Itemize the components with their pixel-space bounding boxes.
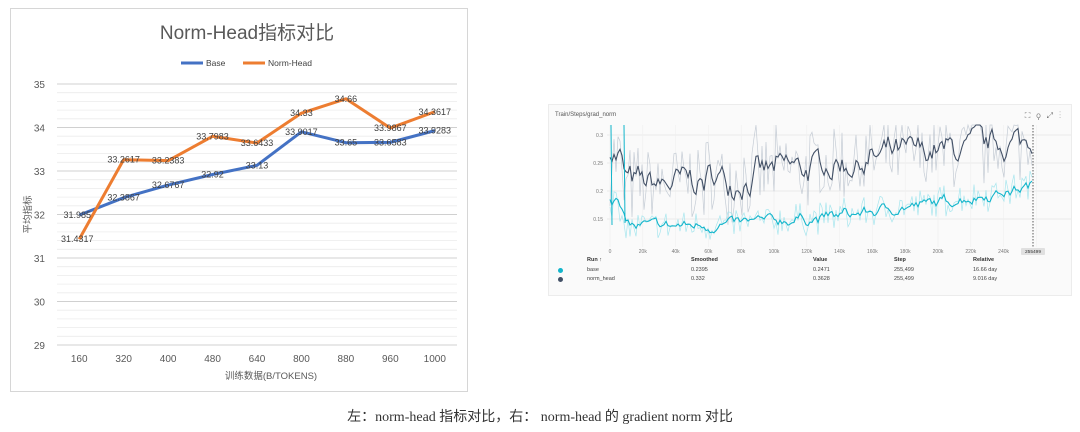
x-tick-label: 240k <box>998 249 1009 255</box>
x-tick-label: 880 <box>338 354 355 365</box>
header-run[interactable]: Run ↑ <box>587 257 602 263</box>
base-raw-line <box>609 170 1033 240</box>
x-tick-label: 100k <box>769 249 780 255</box>
base-initial-spike <box>623 124 626 224</box>
norm-head-comparison-chart: Norm-Head指标对比 Base Norm-Head 29 30 31 32 33 34 35… <box>10 8 468 392</box>
y-tick-label: 31 <box>34 254 46 265</box>
x-tick-label: 480 <box>204 354 221 365</box>
data-label: 33.2617 <box>107 155 140 165</box>
grad-norm-chart-svg: 0.15 0.2 0.25 0.3 0 20k 40k 60k 80k 100k 120k 140k 1… <box>593 123 1071 255</box>
x-tick-label: 0 <box>609 249 612 255</box>
x-tick-label: 160 <box>71 354 88 365</box>
legend-item-norm-head: Norm-Head <box>243 58 312 68</box>
panel-toolbar: ⛶⚲⤢⋮ <box>1025 111 1067 121</box>
data-label: 33.65 <box>335 138 358 148</box>
y-tick-label: 34 <box>34 124 46 135</box>
run-step: 255,499 <box>894 267 914 273</box>
x-tick-label: 640 <box>249 354 266 365</box>
series-line-base <box>78 129 436 217</box>
run-smoothed: 0.332 <box>691 276 705 282</box>
run-relative: 9.016 day <box>973 276 998 282</box>
y-tick-label: 0.3 <box>596 133 603 139</box>
header-smoothed: Smoothed <box>691 257 718 263</box>
data-label: 34.66 <box>335 94 358 104</box>
x-tick-label: 320 <box>115 354 132 365</box>
left-chart-svg: Norm-Head指标对比 Base Norm-Head 29 30 31 32 33 34 35… <box>22 22 457 382</box>
x-tick-label: 40k <box>672 249 681 255</box>
x-tick-label: 180k <box>900 249 911 255</box>
y-tick-label: 30 <box>34 298 46 309</box>
cursor-step-label: 255499 <box>1025 249 1041 255</box>
data-label: 33.13 <box>246 160 269 170</box>
run-relative: 16.66 day <box>973 267 998 273</box>
data-label: 32.92 <box>201 169 224 179</box>
x-tick-label: 800 <box>293 354 310 365</box>
data-label: 33.7983 <box>196 131 229 141</box>
data-label: 33.9867 <box>374 123 407 133</box>
run-name: norm_head <box>587 276 615 282</box>
y-tick-label: 0.25 <box>593 161 603 167</box>
header-step: Step <box>894 257 906 263</box>
grad-norm-panel-title: Train/Steps/grad_norm <box>555 112 617 118</box>
x-tick-label: 140k <box>834 249 845 255</box>
x-tick-label: 1000 <box>424 354 447 365</box>
data-label: 33.6433 <box>241 138 274 148</box>
pin-icon[interactable]: ⚲ <box>1036 111 1047 120</box>
x-tick-label: 220k <box>965 249 976 255</box>
data-label: 31.4317 <box>61 234 94 244</box>
data-label: 34.33 <box>290 108 313 118</box>
series-line-norm-head <box>77 97 436 240</box>
legend-label: Base <box>206 58 226 68</box>
x-tick-label: 120k <box>801 249 812 255</box>
data-label: 33.9283 <box>419 126 452 136</box>
data-label: 32.6767 <box>152 180 185 190</box>
run-smoothed: 0.2395 <box>691 267 708 273</box>
x-tick-label: 80k <box>737 249 746 255</box>
run-step: 255,499 <box>894 276 914 282</box>
fullscreen-icon[interactable]: ⛶ <box>1024 111 1037 120</box>
norm-head-raw-line <box>609 123 1033 225</box>
run-name: base <box>587 267 599 273</box>
legend-item-base: Base <box>181 58 226 68</box>
data-label: 34.3617 <box>419 107 452 117</box>
more-options-icon[interactable]: ⋮ <box>1059 111 1067 120</box>
x-tick-label: 200k <box>933 249 944 255</box>
fit-domain-icon[interactable]: ⤢ <box>1046 111 1059 120</box>
y-tick-label: 35 <box>34 80 46 91</box>
x-tick-label: 160k <box>867 249 878 255</box>
grad-norm-panel: Train/Steps/grad_norm ⛶⚲⤢⋮ 0.15 0.2 0.25 0.… <box>548 104 1072 296</box>
run-color-dot <box>558 277 563 282</box>
y-tick-label: 33 <box>34 167 46 178</box>
y-tick-label: 32 <box>34 211 46 222</box>
table-row: base 0.2395 0.2471 255,499 16.66 day <box>549 267 1073 276</box>
base-initial-spike <box>610 124 613 226</box>
chart-title: Norm-Head指标对比 <box>160 22 334 44</box>
data-label: 33.2383 <box>152 156 185 166</box>
header-relative: Relative <box>973 257 995 263</box>
x-tick-label: 960 <box>382 354 399 365</box>
data-label: 33.9017 <box>285 127 318 137</box>
data-label: 31.985 <box>63 210 91 220</box>
y-tick-label: 0.2 <box>596 189 603 195</box>
cursor-label-bg <box>1021 248 1045 255</box>
x-tick-label: 20k <box>639 249 648 255</box>
norm-head-smoothed-line <box>609 124 1033 202</box>
x-axis-label: 训练数据(B/TOKENS) <box>225 370 317 382</box>
data-label: 32.3867 <box>107 193 140 203</box>
x-tick-label: 60k <box>704 249 713 255</box>
data-label: 33.6583 <box>374 137 407 147</box>
figure-caption: 左：norm-head 指标对比，右： norm-head 的 gradient… <box>347 410 733 425</box>
run-table-header: Run ↑ Smoothed Value Step Relative <box>549 257 1073 266</box>
run-color-dot <box>558 268 563 273</box>
base-smoothed-line <box>609 180 1033 234</box>
y-tick-label: 0.15 <box>593 217 603 223</box>
y-axis-label: 平均指标 <box>22 195 34 234</box>
run-value: 0.2471 <box>813 267 830 273</box>
x-tick-label: 400 <box>160 354 177 365</box>
header-value: Value <box>813 257 828 263</box>
table-row: norm_head 0.332 0.3628 255,499 9.016 day <box>549 276 1073 285</box>
legend-label: Norm-Head <box>268 58 312 68</box>
run-value: 0.3628 <box>813 276 830 282</box>
y-tick-label: 29 <box>34 341 46 352</box>
